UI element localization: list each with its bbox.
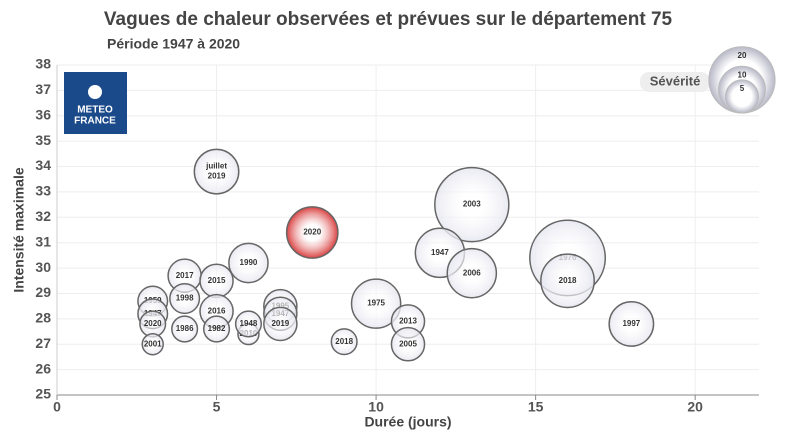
bubble (540, 253, 595, 309)
logo-text: METEO (77, 105, 113, 116)
bubble (193, 148, 240, 195)
plot-area: 25 26 27 28 29 30 31 32 33 34 35 36 37 38 0 5 10 15 20 juil… (35, 56, 759, 415)
logo-icon (88, 85, 102, 99)
y-tick-label: 26 (35, 360, 51, 376)
y-tick-label: 38 (35, 56, 51, 72)
bubble-label: 1998 (176, 294, 194, 303)
bubble-label: 1986 (176, 324, 194, 333)
bubble (141, 333, 164, 356)
bubble-label: 2013 (399, 316, 417, 325)
x-tick-label: 15 (528, 399, 544, 415)
y-tick-label: 31 (35, 233, 51, 249)
bubble (171, 315, 199, 343)
bubble-label: 2019 (271, 319, 289, 328)
bubble (608, 300, 655, 347)
logo-text: FRANCE (74, 116, 116, 127)
bubble-label: 2017 (176, 271, 194, 280)
y-tick-label: 29 (35, 284, 51, 300)
bubble-label: 2006 (463, 268, 481, 277)
legend-box (640, 72, 710, 92)
bubble-label: 2005 (399, 339, 417, 348)
legend-title: Sévérité (650, 73, 701, 88)
bubble (390, 326, 426, 362)
y-axis-title: Intensité maximale (11, 167, 27, 292)
bubble-label: 1997 (622, 319, 640, 328)
bubble-label: 2016 (208, 306, 226, 315)
legend-size-label: 5 (740, 84, 745, 93)
legend-size-label: 20 (738, 51, 747, 60)
bubble-label: 1982 (208, 324, 226, 333)
x-tick-label: 10 (368, 399, 384, 415)
y-tick-label: 30 (35, 259, 51, 275)
bubble-label: 2003 (463, 200, 481, 209)
bubble-label: juillet (205, 162, 227, 171)
logo-box (64, 72, 127, 134)
bubble (234, 310, 263, 338)
bubble (228, 242, 269, 284)
chart-title: Vagues de chaleur observées et prévues s… (104, 9, 673, 30)
bubble-label: 2018 (559, 276, 577, 285)
y-tick-label: 37 (35, 81, 51, 97)
y-tick-label: 35 (35, 132, 51, 148)
bubble-label: 1947 (431, 248, 449, 257)
x-tick-label: 0 (53, 399, 61, 415)
x-tick-label: 5 (213, 399, 221, 415)
bubble-label: 1990 (240, 258, 258, 267)
legend-size-label: 10 (738, 70, 747, 79)
bubble (263, 306, 298, 342)
y-tick-label: 34 (35, 157, 51, 173)
y-tick-label: 27 (35, 335, 51, 351)
y-tick-label: 25 (35, 386, 51, 402)
x-axis-title: Durée (jours) (364, 414, 451, 430)
bubble (446, 247, 498, 299)
bubble-label: 2019 (208, 172, 226, 181)
logo: METEO FRANCE (64, 72, 127, 134)
bubble (434, 166, 510, 243)
x-tick-label: 20 (687, 399, 703, 415)
bubble-label: 2020 (303, 228, 321, 237)
bubble-label: 2018 (335, 337, 353, 346)
bubble (350, 278, 402, 329)
bubble-label: 2020 (144, 319, 162, 328)
y-tick-label: 36 (35, 106, 51, 122)
bubble-label: 1948 (240, 319, 258, 328)
chart-subtitle: Période 1947 à 2020 (107, 36, 240, 52)
bubble (202, 315, 231, 343)
bubble (285, 206, 339, 259)
bubble-label: 1975 (367, 299, 385, 308)
y-tick-label: 28 (35, 310, 51, 326)
legend-bubble (724, 79, 760, 114)
bubble-label: 2001 (144, 339, 162, 348)
bubble-label: 2015 (208, 276, 226, 285)
bubble (330, 328, 358, 356)
y-tick-label: 33 (35, 183, 51, 199)
y-tick-label: 32 (35, 208, 51, 224)
bubble (169, 282, 201, 315)
